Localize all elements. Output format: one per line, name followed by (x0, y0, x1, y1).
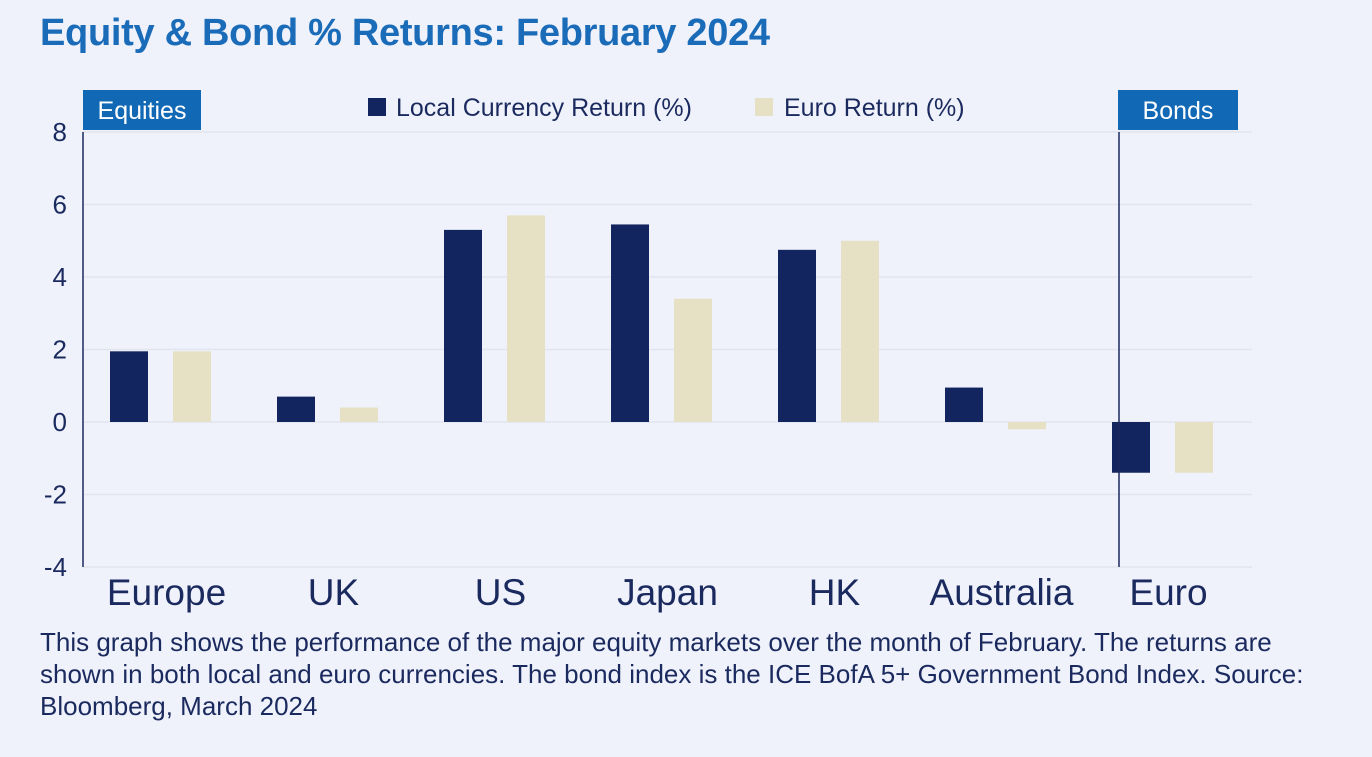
y-tick-label: -2 (44, 480, 67, 510)
bar-local-europe (110, 351, 148, 422)
bar-euro-uk (340, 407, 378, 422)
bar-euro-hk (841, 240, 879, 422)
bar-euro-euro (1175, 422, 1213, 473)
bar-local-japan (611, 224, 649, 422)
legend-swatch-euro (755, 98, 773, 116)
equities-tag-box (83, 90, 201, 130)
category-label: Japan (617, 572, 718, 613)
bar-euro-us (507, 215, 545, 422)
category-label: Australia (930, 572, 1074, 613)
category-labels: Europe UK US Japan HK Australia Euro (107, 572, 1208, 613)
bonds-tag-label: Bonds (1143, 97, 1214, 125)
category-label: US (475, 572, 526, 613)
legend-swatch-local (368, 98, 386, 116)
y-tick-label: 6 (53, 190, 67, 220)
bar-local-us (444, 229, 482, 422)
y-tick-label: 2 (53, 335, 67, 365)
chart-caption: This graph shows the performance of the … (40, 627, 1304, 721)
legend-label-local: Local Currency Return (%) (396, 94, 692, 122)
category-label: UK (308, 572, 360, 613)
bar-euro-japan (674, 298, 712, 422)
bar-euro-europe (173, 351, 211, 422)
bars (110, 215, 1213, 473)
y-axis-ticks: 8 6 4 2 0 -2 -4 (44, 117, 67, 582)
category-label: HK (809, 572, 861, 613)
y-tick-label: 0 (53, 407, 67, 437)
bonds-tag-box (1118, 90, 1238, 130)
legend-label-euro: Euro Return (%) (784, 94, 965, 122)
gridlines (83, 131, 1252, 568)
axes (82, 132, 1120, 567)
equities-tag: Equities (83, 90, 201, 130)
bar-local-hk (778, 249, 816, 422)
y-tick-label: -4 (44, 552, 67, 582)
category-label: Europe (107, 572, 226, 613)
equities-tag-label: Equities (98, 97, 187, 125)
y-tick-label: 4 (53, 262, 67, 292)
bar-local-uk (277, 396, 315, 422)
bar-local-australia (945, 387, 983, 422)
legend: Local Currency Return (%) Euro Return (%… (368, 94, 965, 122)
category-label: Euro (1129, 572, 1207, 613)
bar-euro-australia (1008, 422, 1046, 430)
chart-title: Equity & Bond % Returns: February 2024 (40, 12, 770, 54)
bar-local-euro (1112, 422, 1150, 473)
bonds-tag: Bonds (1118, 90, 1238, 130)
y-tick-label: 8 (53, 117, 67, 147)
